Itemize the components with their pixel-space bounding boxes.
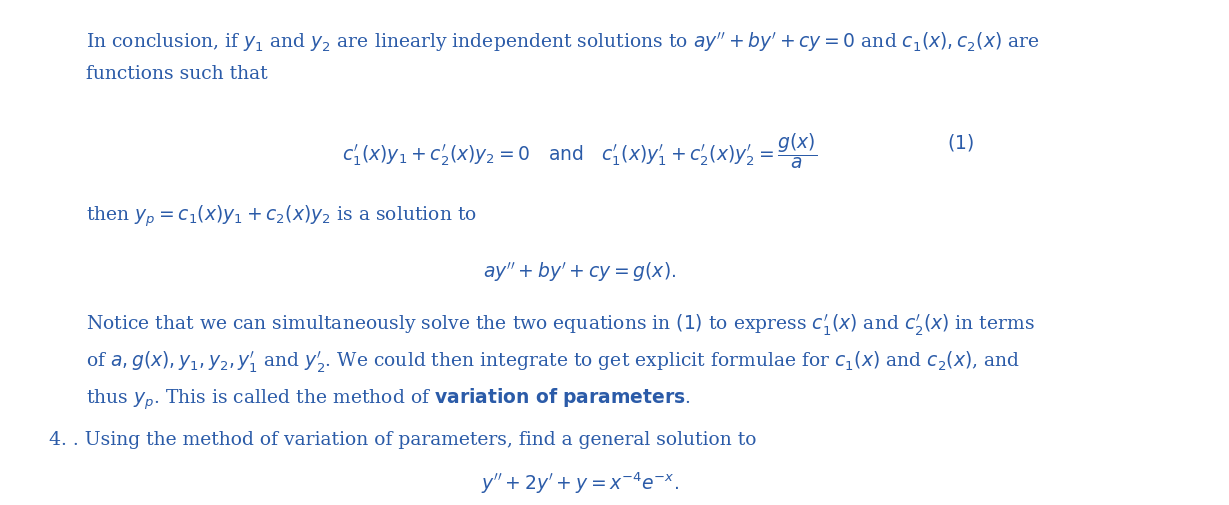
Text: $(1)$: $(1)$: [946, 132, 973, 153]
Text: $c_1'(x)y_1+c_2'(x)y_2=0 \quad \text{and} \quad c_1'(x)y_1'+c_2'(x)y_2'=\dfrac{g: $c_1'(x)y_1+c_2'(x)y_2=0 \quad \text{and…: [342, 132, 817, 171]
Text: Notice that we can simultaneously solve the two equations in $(1)$ to express $c: Notice that we can simultaneously solve …: [86, 313, 1035, 338]
Text: In conclusion, if $y_1$ and $y_2$ are linearly independent solutions to $ay''+by: In conclusion, if $y_1$ and $y_2$ are li…: [86, 30, 1040, 54]
Text: 4. . Using the method of variation of parameters, find a general solution to: 4. . Using the method of variation of pa…: [49, 431, 756, 449]
Text: of $a, g(x), y_1, y_2, y_1'$ and $y_2'$. We could then integrate to get explicit: of $a, g(x), y_1, y_2, y_1'$ and $y_2'$.…: [86, 349, 1020, 375]
Text: $y''+2y'+y=x^{-4}e^{-x}.$: $y''+2y'+y=x^{-4}e^{-x}.$: [481, 471, 678, 496]
Text: functions such that: functions such that: [86, 65, 268, 83]
Text: then $y_p=c_1(x)y_1+c_2(x)y_2$ is a solution to: then $y_p=c_1(x)y_1+c_2(x)y_2$ is a solu…: [86, 204, 477, 229]
Text: $ay''+by'+cy=g(x).$: $ay''+by'+cy=g(x).$: [483, 261, 676, 284]
Text: thus $y_p$. This is called the method of $\mathbf{variation\ of\ parameters}$.: thus $y_p$. This is called the method of…: [86, 387, 691, 412]
